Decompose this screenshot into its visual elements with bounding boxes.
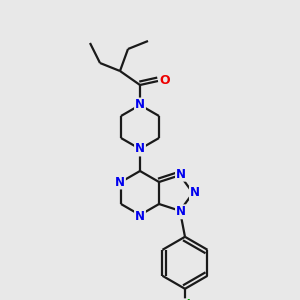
Text: N: N [135,209,145,223]
Text: N: N [135,98,145,112]
Text: N: N [115,176,125,188]
Text: N: N [190,187,200,200]
Text: Cl: Cl [178,299,191,300]
Text: N: N [135,142,145,155]
Text: N: N [176,205,186,218]
Text: N: N [176,168,186,181]
Text: O: O [160,74,170,88]
